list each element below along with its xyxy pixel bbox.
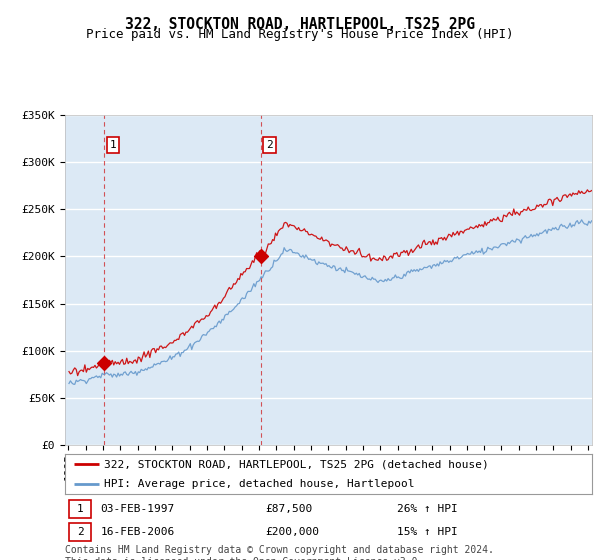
Text: £200,000: £200,000 (265, 527, 319, 536)
Text: 16-FEB-2006: 16-FEB-2006 (101, 527, 175, 536)
Text: 1: 1 (110, 140, 116, 150)
Text: 03-FEB-1997: 03-FEB-1997 (101, 504, 175, 514)
Text: 322, STOCKTON ROAD, HARTLEPOOL, TS25 2PG: 322, STOCKTON ROAD, HARTLEPOOL, TS25 2PG (125, 17, 475, 32)
Text: 322, STOCKTON ROAD, HARTLEPOOL, TS25 2PG (detached house): 322, STOCKTON ROAD, HARTLEPOOL, TS25 2PG… (104, 460, 489, 469)
Text: 15% ↑ HPI: 15% ↑ HPI (397, 527, 457, 536)
Text: HPI: Average price, detached house, Hartlepool: HPI: Average price, detached house, Hart… (104, 479, 415, 489)
Text: 2: 2 (266, 140, 273, 150)
Text: 1: 1 (77, 504, 83, 514)
Point (100, 358, 109, 367)
Text: 2: 2 (77, 527, 83, 536)
Text: 26% ↑ HPI: 26% ↑ HPI (397, 504, 457, 514)
Text: £87,500: £87,500 (265, 504, 312, 514)
Bar (69, 522, 91, 541)
Text: Contains HM Land Registry data © Crown copyright and database right 2024.
This d: Contains HM Land Registry data © Crown c… (65, 545, 494, 560)
Text: Price paid vs. HM Land Registry's House Price Index (HPI): Price paid vs. HM Land Registry's House … (86, 28, 514, 41)
Bar (69, 500, 91, 518)
Point (256, 252, 266, 261)
